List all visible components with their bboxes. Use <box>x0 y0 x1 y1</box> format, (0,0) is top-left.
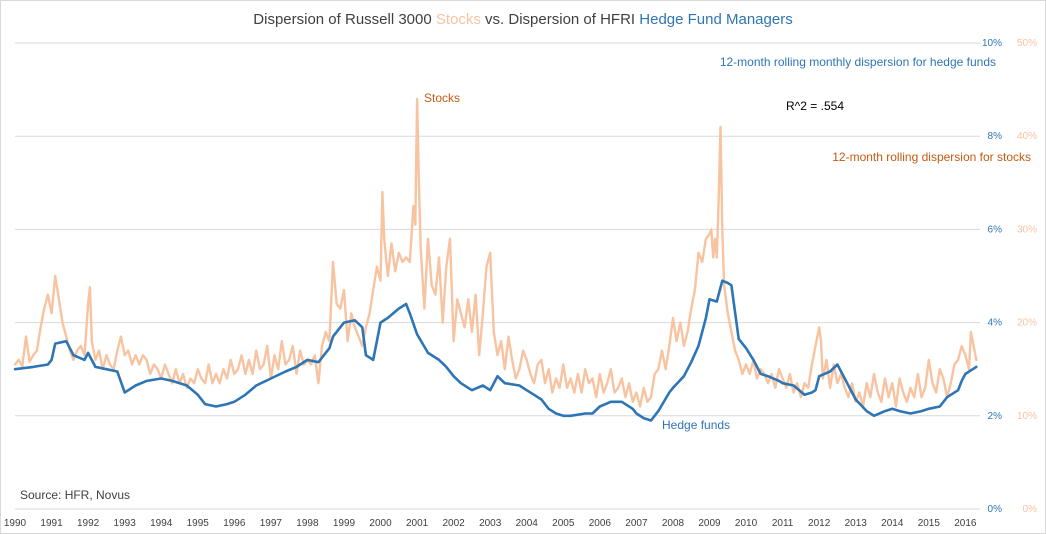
y-secondary-tick-label: 30% <box>1017 224 1037 235</box>
x-tick-label: 2006 <box>589 518 612 529</box>
r-squared-label: R^2 = .554 <box>786 99 844 113</box>
x-tick-label: 2003 <box>479 518 502 529</box>
y-secondary-tick-label: 40% <box>1017 131 1037 142</box>
x-tick-label: 2014 <box>881 518 904 529</box>
title-part-1: Dispersion of Russell 3000 <box>253 11 436 28</box>
hedge-funds-series-line <box>13 279 978 422</box>
stocks-peak-label: Stocks <box>424 91 460 105</box>
x-tick-label: 2011 <box>772 518 794 529</box>
x-tick-label: 2007 <box>625 518 648 529</box>
stocks-series-line <box>13 97 978 408</box>
x-tick-label: 2013 <box>845 518 868 529</box>
y-secondary-tick-label: 0% <box>1023 504 1038 515</box>
x-tick-label: 2010 <box>735 518 758 529</box>
series-layer <box>13 97 978 422</box>
y-primary-tick-label: 0% <box>988 504 1003 515</box>
x-tick-label: 2004 <box>516 518 539 529</box>
y-primary-tick-label: 4% <box>988 318 1003 329</box>
y-axis-primary-ticks: 0% 2% 4% 6% 8% 10% <box>982 38 1002 515</box>
x-axis-ticks: 1990 1991 1992 1993 1994 1995 1996 1997 1998 1999… <box>4 518 977 529</box>
x-tick-label: 1991 <box>40 518 63 529</box>
chart-title: Dispersion of Russell 3000 Stocks vs. Di… <box>253 11 792 28</box>
x-tick-label: 2000 <box>369 518 392 529</box>
x-tick-label: 1999 <box>333 518 356 529</box>
hedge-series-label: 12-month rolling monthly dispersion for … <box>720 55 996 69</box>
title-part-hedge: Hedge Fund Managers <box>639 11 792 28</box>
x-tick-label: 1994 <box>150 518 173 529</box>
y-axis-secondary-ticks: 0% 10% 20% 30% 40% 50% <box>1017 38 1037 515</box>
x-tick-label: 1993 <box>114 518 137 529</box>
x-tick-label: 2008 <box>662 518 685 529</box>
x-tick-label: 2009 <box>698 518 721 529</box>
x-tick-label: 1990 <box>4 518 27 529</box>
x-tick-label: 2016 <box>954 518 977 529</box>
x-tick-label: 1992 <box>77 518 100 529</box>
x-tick-label: 1996 <box>223 518 246 529</box>
x-tick-label: 1995 <box>187 518 210 529</box>
x-tick-label: 2015 <box>918 518 941 529</box>
x-tick-label: 2005 <box>552 518 575 529</box>
y-secondary-tick-label: 10% <box>1017 411 1037 422</box>
x-tick-label: 1998 <box>296 518 319 529</box>
y-primary-tick-label: 6% <box>988 224 1003 235</box>
y-primary-tick-label: 8% <box>988 131 1003 142</box>
x-tick-label: 1997 <box>260 518 283 529</box>
y-secondary-tick-label: 50% <box>1017 38 1037 49</box>
title-part-3: vs. Dispersion of HFRI <box>481 11 639 28</box>
y-primary-tick-label: 2% <box>988 411 1003 422</box>
x-tick-label: 2002 <box>443 518 466 529</box>
y-primary-tick-label: 10% <box>982 38 1002 49</box>
title-part-stocks: Stocks <box>436 11 481 28</box>
stocks-series-label: 12-month rolling dispersion for stocks <box>832 150 1031 164</box>
y-secondary-tick-label: 20% <box>1017 318 1037 329</box>
x-tick-label: 2001 <box>406 518 429 529</box>
source-label: Source: HFR, Novus <box>20 488 130 502</box>
x-tick-label: 2012 <box>808 518 831 529</box>
gridlines <box>15 42 980 510</box>
hedge-trough-label: Hedge funds <box>662 418 730 432</box>
